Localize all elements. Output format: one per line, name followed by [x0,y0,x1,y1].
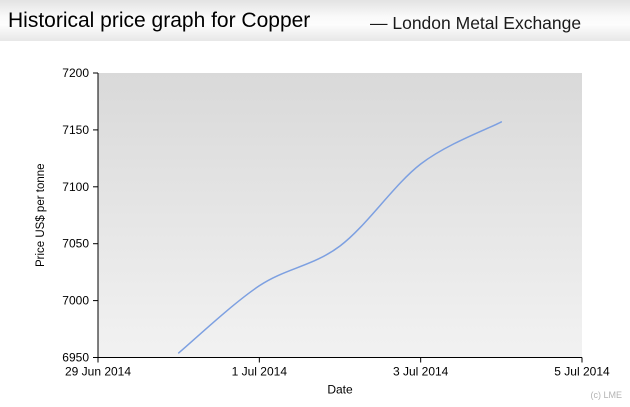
price-line [177,121,503,354]
y-tick-label: 7000 [62,294,89,308]
x-axis-title: Date [327,383,353,397]
y-tick-label: 7050 [62,237,89,251]
page-title: Historical price graph for Copper [8,9,311,32]
header: Historical price graph for Copper — Lond… [0,0,630,41]
price-chart: 6950 7000 7050 7100 7150 7200 29 Jun 2014 1 Jul… [35,66,610,397]
x-tick-label: 1 Jul 2014 [232,365,288,379]
x-tick-label: 3 Jul 2014 [393,365,449,379]
y-axis-title: Price US$ per tonne [35,163,47,267]
y-tick-label: 7200 [62,66,89,80]
y-tick-label: 7100 [62,180,89,194]
copyright-label: (c) LME [590,390,623,400]
x-tick-label: 5 Jul 2014 [554,365,610,379]
y-tick-label: 7150 [62,123,89,137]
y-tick-label: 6950 [62,351,89,365]
exchange-subtitle: — London Metal Exchange [370,13,582,33]
plot-area [98,73,582,358]
x-tick-label: 29 Jun 2014 [65,365,131,379]
